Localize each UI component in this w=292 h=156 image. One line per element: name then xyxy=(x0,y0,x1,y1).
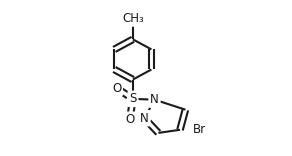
Text: S: S xyxy=(129,92,137,105)
Text: Br: Br xyxy=(192,123,206,136)
Text: O: O xyxy=(112,82,121,95)
Text: N: N xyxy=(150,93,159,106)
Text: N: N xyxy=(140,112,149,125)
Text: O: O xyxy=(125,113,134,126)
Text: CH₃: CH₃ xyxy=(122,12,144,25)
